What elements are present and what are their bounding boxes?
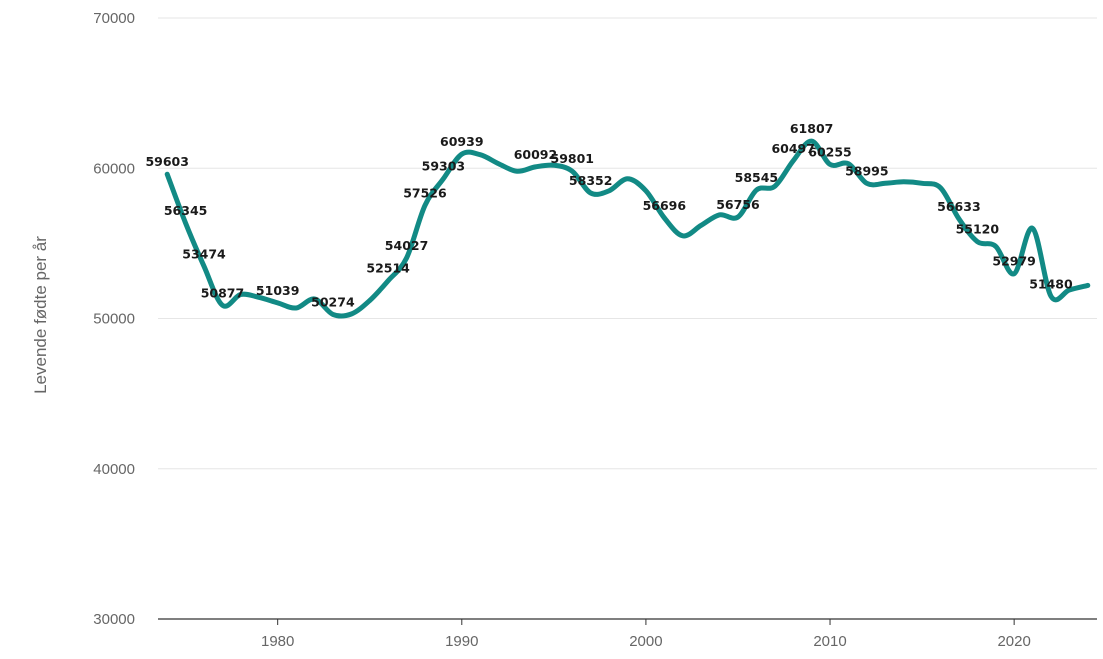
y-tick-label-60000: 60000 — [93, 160, 135, 177]
data-label-1980: 51039 — [256, 283, 300, 298]
data-label-2001: 56696 — [643, 198, 687, 213]
data-label-2020: 52979 — [992, 254, 1036, 269]
data-label-2012: 58995 — [845, 163, 889, 178]
data-label-2006: 58545 — [735, 170, 779, 185]
data-label-1987: 54027 — [385, 238, 429, 253]
data-label-1976: 53474 — [182, 246, 226, 261]
data-label-1974: 59603 — [145, 154, 189, 169]
data-label-2022: 51480 — [1029, 276, 1073, 291]
y-axis-title: Levende fødte per år — [31, 236, 50, 394]
y-tick-label-70000: 70000 — [93, 10, 135, 27]
x-tick-label-1980: 1980 — [261, 633, 294, 650]
data-label-1994: 60092 — [514, 147, 558, 162]
data-label-1983: 50274 — [311, 294, 355, 309]
y-tick-label-40000: 40000 — [93, 461, 135, 478]
data-label-1977: 50877 — [201, 285, 245, 300]
data-label-2005: 56756 — [716, 197, 760, 212]
data-label-1989: 59303 — [422, 159, 466, 174]
x-tick-label-1990: 1990 — [445, 633, 478, 650]
data-label-2018: 55120 — [956, 222, 1000, 237]
y-tick-label-30000: 30000 — [93, 611, 135, 628]
data-label-1990: 60939 — [440, 134, 484, 149]
data-label-2009: 61807 — [790, 121, 834, 136]
gridlines — [158, 17, 1097, 470]
series-line-layer — [164, 138, 1091, 319]
x-tick-label-2000: 2000 — [629, 633, 662, 650]
axes: 30000 40000 50000 60000 70000 1980 1990 2000 201… — [93, 10, 1097, 650]
x-tick-label-2020: 2020 — [997, 633, 1030, 650]
data-label-1996: 59801 — [551, 151, 595, 166]
data-label-2010: 60255 — [808, 144, 852, 159]
data-label-2008: 60497 — [771, 141, 815, 156]
data-label-2017: 56633 — [937, 199, 981, 214]
x-tick-label-2010: 2010 — [813, 633, 846, 650]
data-label-1986: 52514 — [366, 261, 410, 276]
data-label-1997: 58352 — [569, 173, 613, 188]
data-label-1988: 57526 — [403, 185, 447, 200]
data-labels: 59603 56345 53474 50877 51039 50274 52514 54027… — [145, 121, 1073, 309]
series-line — [164, 138, 1091, 319]
y-tick-label-50000: 50000 — [93, 311, 135, 328]
data-label-1975: 56345 — [164, 203, 208, 218]
